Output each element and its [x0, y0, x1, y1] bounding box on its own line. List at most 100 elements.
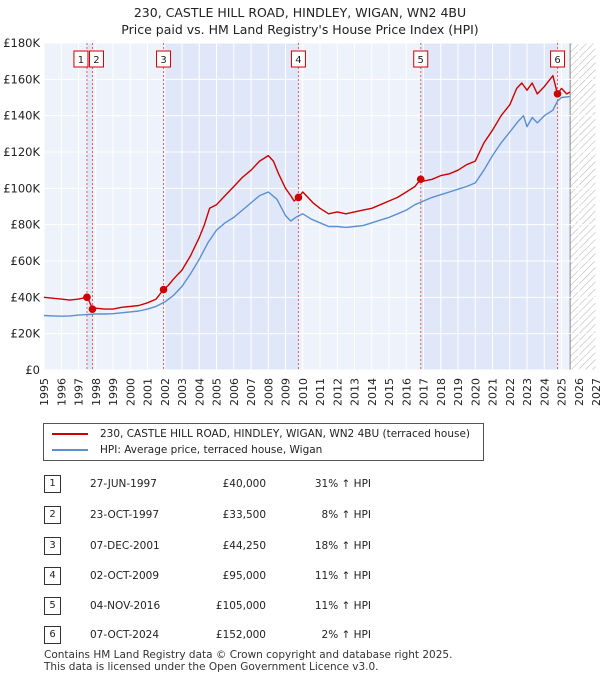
sale-label-number: 1 [78, 55, 84, 66]
sale-label-number: 5 [418, 55, 424, 66]
footer: Contains HM Land Registry data © Crown c… [44, 649, 452, 673]
table-row: 5 04-NOV-2016 £105,000 11% ↑ HPI [44, 597, 444, 615]
chart-legend: 230, CASTLE HILL ROAD, HINDLEY, WIGAN, W… [43, 423, 484, 461]
x-tick-label: 2007 [245, 378, 258, 406]
x-tick-label: 2016 [400, 378, 413, 406]
sale-number-badge: 1 [44, 475, 61, 493]
sale-date: 27-JUN-1997 [90, 478, 157, 490]
x-tick-label: 2015 [383, 378, 396, 406]
x-tick-label: 2010 [297, 378, 310, 406]
sale-date: 02-OCT-2009 [90, 570, 159, 582]
legend-swatch-property [52, 433, 88, 435]
legend-swatch-hpi [52, 449, 88, 451]
sale-label-box [290, 50, 306, 68]
ownership-shade [420, 43, 558, 370]
sale-label-box [156, 50, 172, 68]
sale-number-badge: 6 [44, 626, 61, 644]
y-tick-label: £80K [11, 218, 41, 232]
x-tick-label: 2027 [590, 378, 600, 406]
sale-label-number: 3 [160, 55, 166, 66]
x-tick-label: 2018 [435, 378, 448, 406]
sale-hpi-diff: 8% ↑ HPI [321, 509, 371, 521]
x-tick-label: 2009 [280, 378, 293, 406]
y-tick-label: £120K [3, 145, 40, 159]
ownership-shade [163, 43, 299, 370]
y-tick-label: £180K [3, 36, 40, 50]
sale-number-badge: 4 [44, 567, 61, 585]
table-row: 1 27-JUN-1997 £40,000 31% ↑ HPI [44, 475, 444, 493]
x-tick-label: 2017 [418, 378, 431, 406]
x-tick-label: 2014 [366, 378, 379, 406]
sale-point [83, 293, 91, 302]
legend-label-property: 230, CASTLE HILL ROAD, HINDLEY, WIGAN, W… [100, 428, 471, 440]
x-tick-label: 2001 [142, 378, 155, 406]
table-row: 6 07-OCT-2024 £152,000 2% ↑ HPI [44, 626, 444, 644]
table-row: 2 23-OCT-1997 £33,500 8% ↑ HPI [44, 506, 444, 524]
x-tick-label: 2023 [521, 378, 534, 406]
y-tick-label: £100K [3, 181, 40, 195]
table-row: 3 07-DEC-2001 £44,250 18% ↑ HPI [44, 537, 444, 555]
sale-label-box [73, 50, 89, 68]
footer-copyright: Contains HM Land Registry data © Crown c… [44, 649, 453, 661]
sale-price: £95,000 [222, 570, 266, 582]
sale-label-box [413, 50, 429, 68]
legend-label-hpi: HPI: Average price, terraced house, Wiga… [100, 444, 323, 456]
x-tick-label: 2025 [556, 378, 569, 406]
x-tick-label: 1996 [55, 378, 68, 406]
y-tick-label: £140K [3, 109, 40, 123]
x-tick-label: 2002 [159, 378, 172, 406]
x-tick-label: 2013 [349, 378, 362, 406]
sale-point [416, 175, 425, 184]
chart-title: 230, CASTLE HILL ROAD, HINDLEY, WIGAN, W… [133, 5, 467, 20]
sale-hpi-diff: 11% ↑ HPI [314, 570, 371, 582]
sale-number-badge: 3 [44, 537, 61, 555]
x-tick-label: 2012 [331, 378, 344, 406]
x-tick-label: 2008 [262, 378, 275, 406]
sale-label-box [550, 50, 566, 68]
ownership-shade [86, 43, 93, 370]
sale-date: 04-NOV-2016 [90, 600, 161, 612]
sale-price: £105,000 [215, 600, 266, 612]
x-tick-label: 2011 [314, 378, 327, 406]
x-tick-label: 2019 [452, 378, 465, 406]
x-tick-label: 2024 [538, 378, 551, 406]
x-tick-label: 2000 [124, 378, 137, 406]
footer-licence: This data is licensed under the Open Gov… [44, 661, 379, 673]
sale-price: £40,000 [222, 478, 266, 490]
x-tick-label: 2020 [469, 378, 482, 406]
sale-label-number: 6 [554, 55, 560, 66]
x-tick-label: 2006 [228, 378, 241, 406]
projection-hatch [570, 43, 596, 370]
x-tick-label: 2021 [487, 378, 500, 406]
sale-number-badge: 2 [44, 506, 61, 524]
x-tick-label: 2005 [211, 378, 224, 406]
sale-point [159, 285, 168, 294]
sale-price: £152,000 [215, 629, 266, 641]
y-tick-label: £20K [11, 327, 41, 341]
sale-label-box [88, 50, 104, 68]
sale-price: £33,500 [222, 509, 266, 521]
sale-point [553, 90, 562, 98]
sale-hpi-diff: 31% ↑ HPI [314, 478, 371, 490]
y-tick-label: £0 [25, 363, 40, 377]
sale-hpi-diff: 2% ↑ HPI [321, 629, 371, 641]
sale-date: 23-OCT-1997 [90, 509, 159, 521]
x-tick-label: 2022 [504, 378, 517, 406]
x-tick-label: 1999 [107, 378, 120, 406]
x-tick-label: 1995 [38, 378, 51, 406]
y-tick-label: £60K [11, 254, 41, 268]
x-tick-label: 1998 [90, 378, 103, 406]
sale-point [294, 193, 303, 202]
x-tick-label: 2003 [176, 378, 189, 406]
sale-number-badge: 5 [44, 597, 61, 615]
sale-date: 07-OCT-2024 [90, 629, 159, 641]
table-row: 4 02-OCT-2009 £95,000 11% ↑ HPI [44, 567, 444, 585]
sale-hpi-diff: 18% ↑ HPI [314, 540, 371, 552]
price-chart: 1 2 3 4 5 6 £0 £20K £40K £60K £80K £100K £120K £140K £… [3, 36, 600, 406]
x-tick-label: 1997 [73, 378, 86, 406]
sale-date: 07-DEC-2001 [90, 540, 160, 552]
chart-title-block: 230, CASTLE HILL ROAD, HINDLEY, WIGAN, W… [0, 4, 600, 38]
sale-point [88, 305, 97, 313]
chart-subtitle: Price paid vs. HM Land Registry's House … [121, 22, 479, 37]
sale-label-number: 2 [93, 55, 99, 66]
